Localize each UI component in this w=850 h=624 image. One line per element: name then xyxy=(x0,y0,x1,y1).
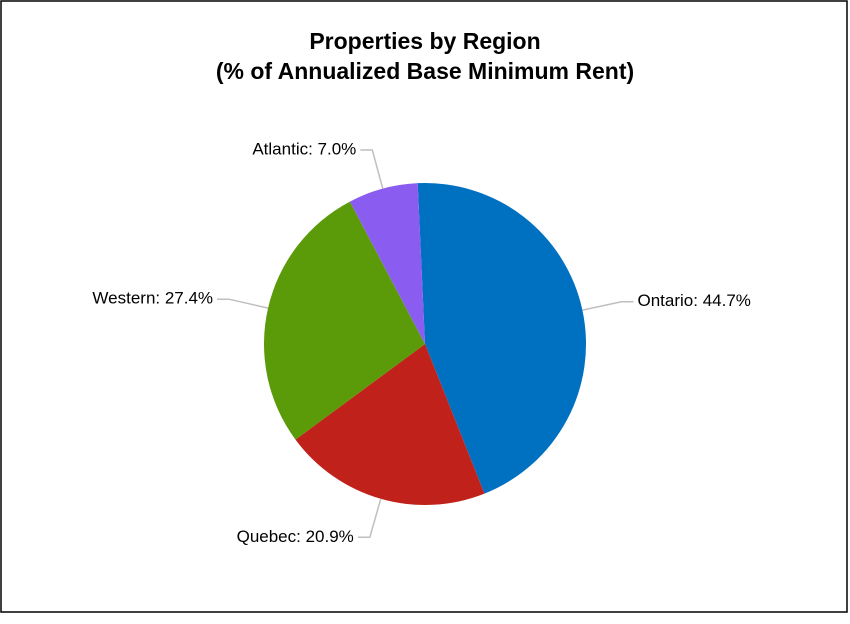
pie-slice xyxy=(349,183,425,344)
leader-line xyxy=(582,300,634,311)
leader-line xyxy=(217,298,269,309)
data-label: Western: 27.4% xyxy=(92,289,213,308)
pie-slice xyxy=(295,344,485,505)
data-label: Quebec: 20.9% xyxy=(237,527,354,546)
leader-line xyxy=(360,149,384,189)
chart-subtitle: (% of Annualized Base Minimum Rent) xyxy=(216,58,634,84)
data-label: Atlantic: 7.0% xyxy=(252,140,356,159)
leader-line xyxy=(357,498,382,539)
chart-title: Properties by Region xyxy=(309,28,540,54)
data-label: Ontario: 44.7% xyxy=(638,291,751,310)
pie-slice xyxy=(417,183,587,494)
pie-slice xyxy=(263,201,425,440)
